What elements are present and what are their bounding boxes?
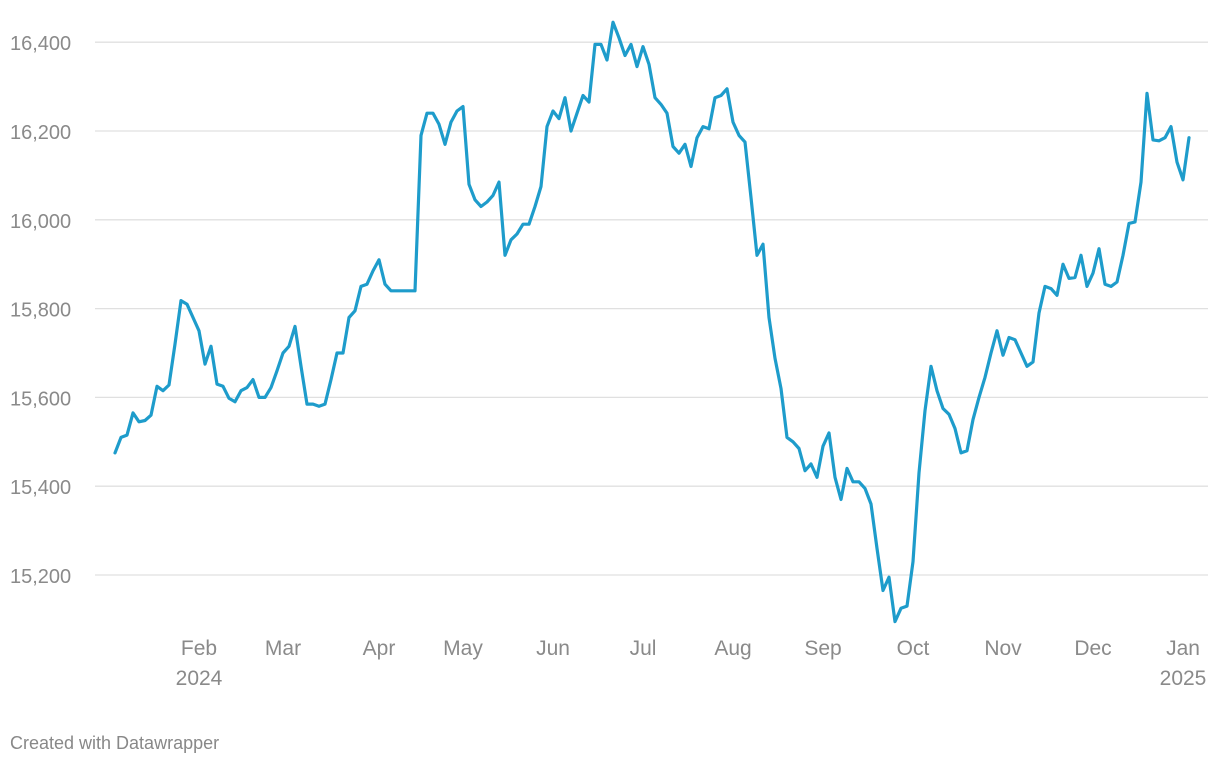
x-tick-label: Oct bbox=[896, 637, 930, 660]
x-tick-label: Dec bbox=[1074, 637, 1112, 660]
x-tick-label: May bbox=[443, 637, 483, 660]
y-tick-label: 16,200 bbox=[10, 122, 71, 144]
x-tick-label: Jun bbox=[536, 637, 570, 660]
x-tick-label: Apr bbox=[362, 637, 396, 660]
y-tick-label: 15,200 bbox=[10, 566, 71, 588]
y-tick-label: 15,400 bbox=[10, 477, 71, 499]
x-tick-label: Nov bbox=[984, 637, 1022, 660]
y-tick-label: 15,600 bbox=[10, 388, 71, 410]
y-tick-label: 15,800 bbox=[10, 300, 71, 322]
x-tick-label: Mar bbox=[264, 637, 302, 660]
x-tick-label: Aug bbox=[714, 637, 752, 660]
y-tick-label: 16,400 bbox=[10, 33, 71, 55]
footer: Created with Datawrapper bbox=[10, 733, 220, 753]
x-tick-label: Jul bbox=[629, 637, 657, 660]
y-tick-label: 16,000 bbox=[10, 211, 71, 233]
x-tick-label: Sep bbox=[804, 637, 842, 660]
x-tick-label: Jan 2025 bbox=[1159, 637, 1207, 690]
line bbox=[113, 20, 1191, 624]
plot-area: 15,200 15,400 15,600 15,800 16,000 16,200 16,4… bbox=[10, 20, 1208, 624]
x-tick-label: Feb 2024 bbox=[175, 637, 223, 690]
